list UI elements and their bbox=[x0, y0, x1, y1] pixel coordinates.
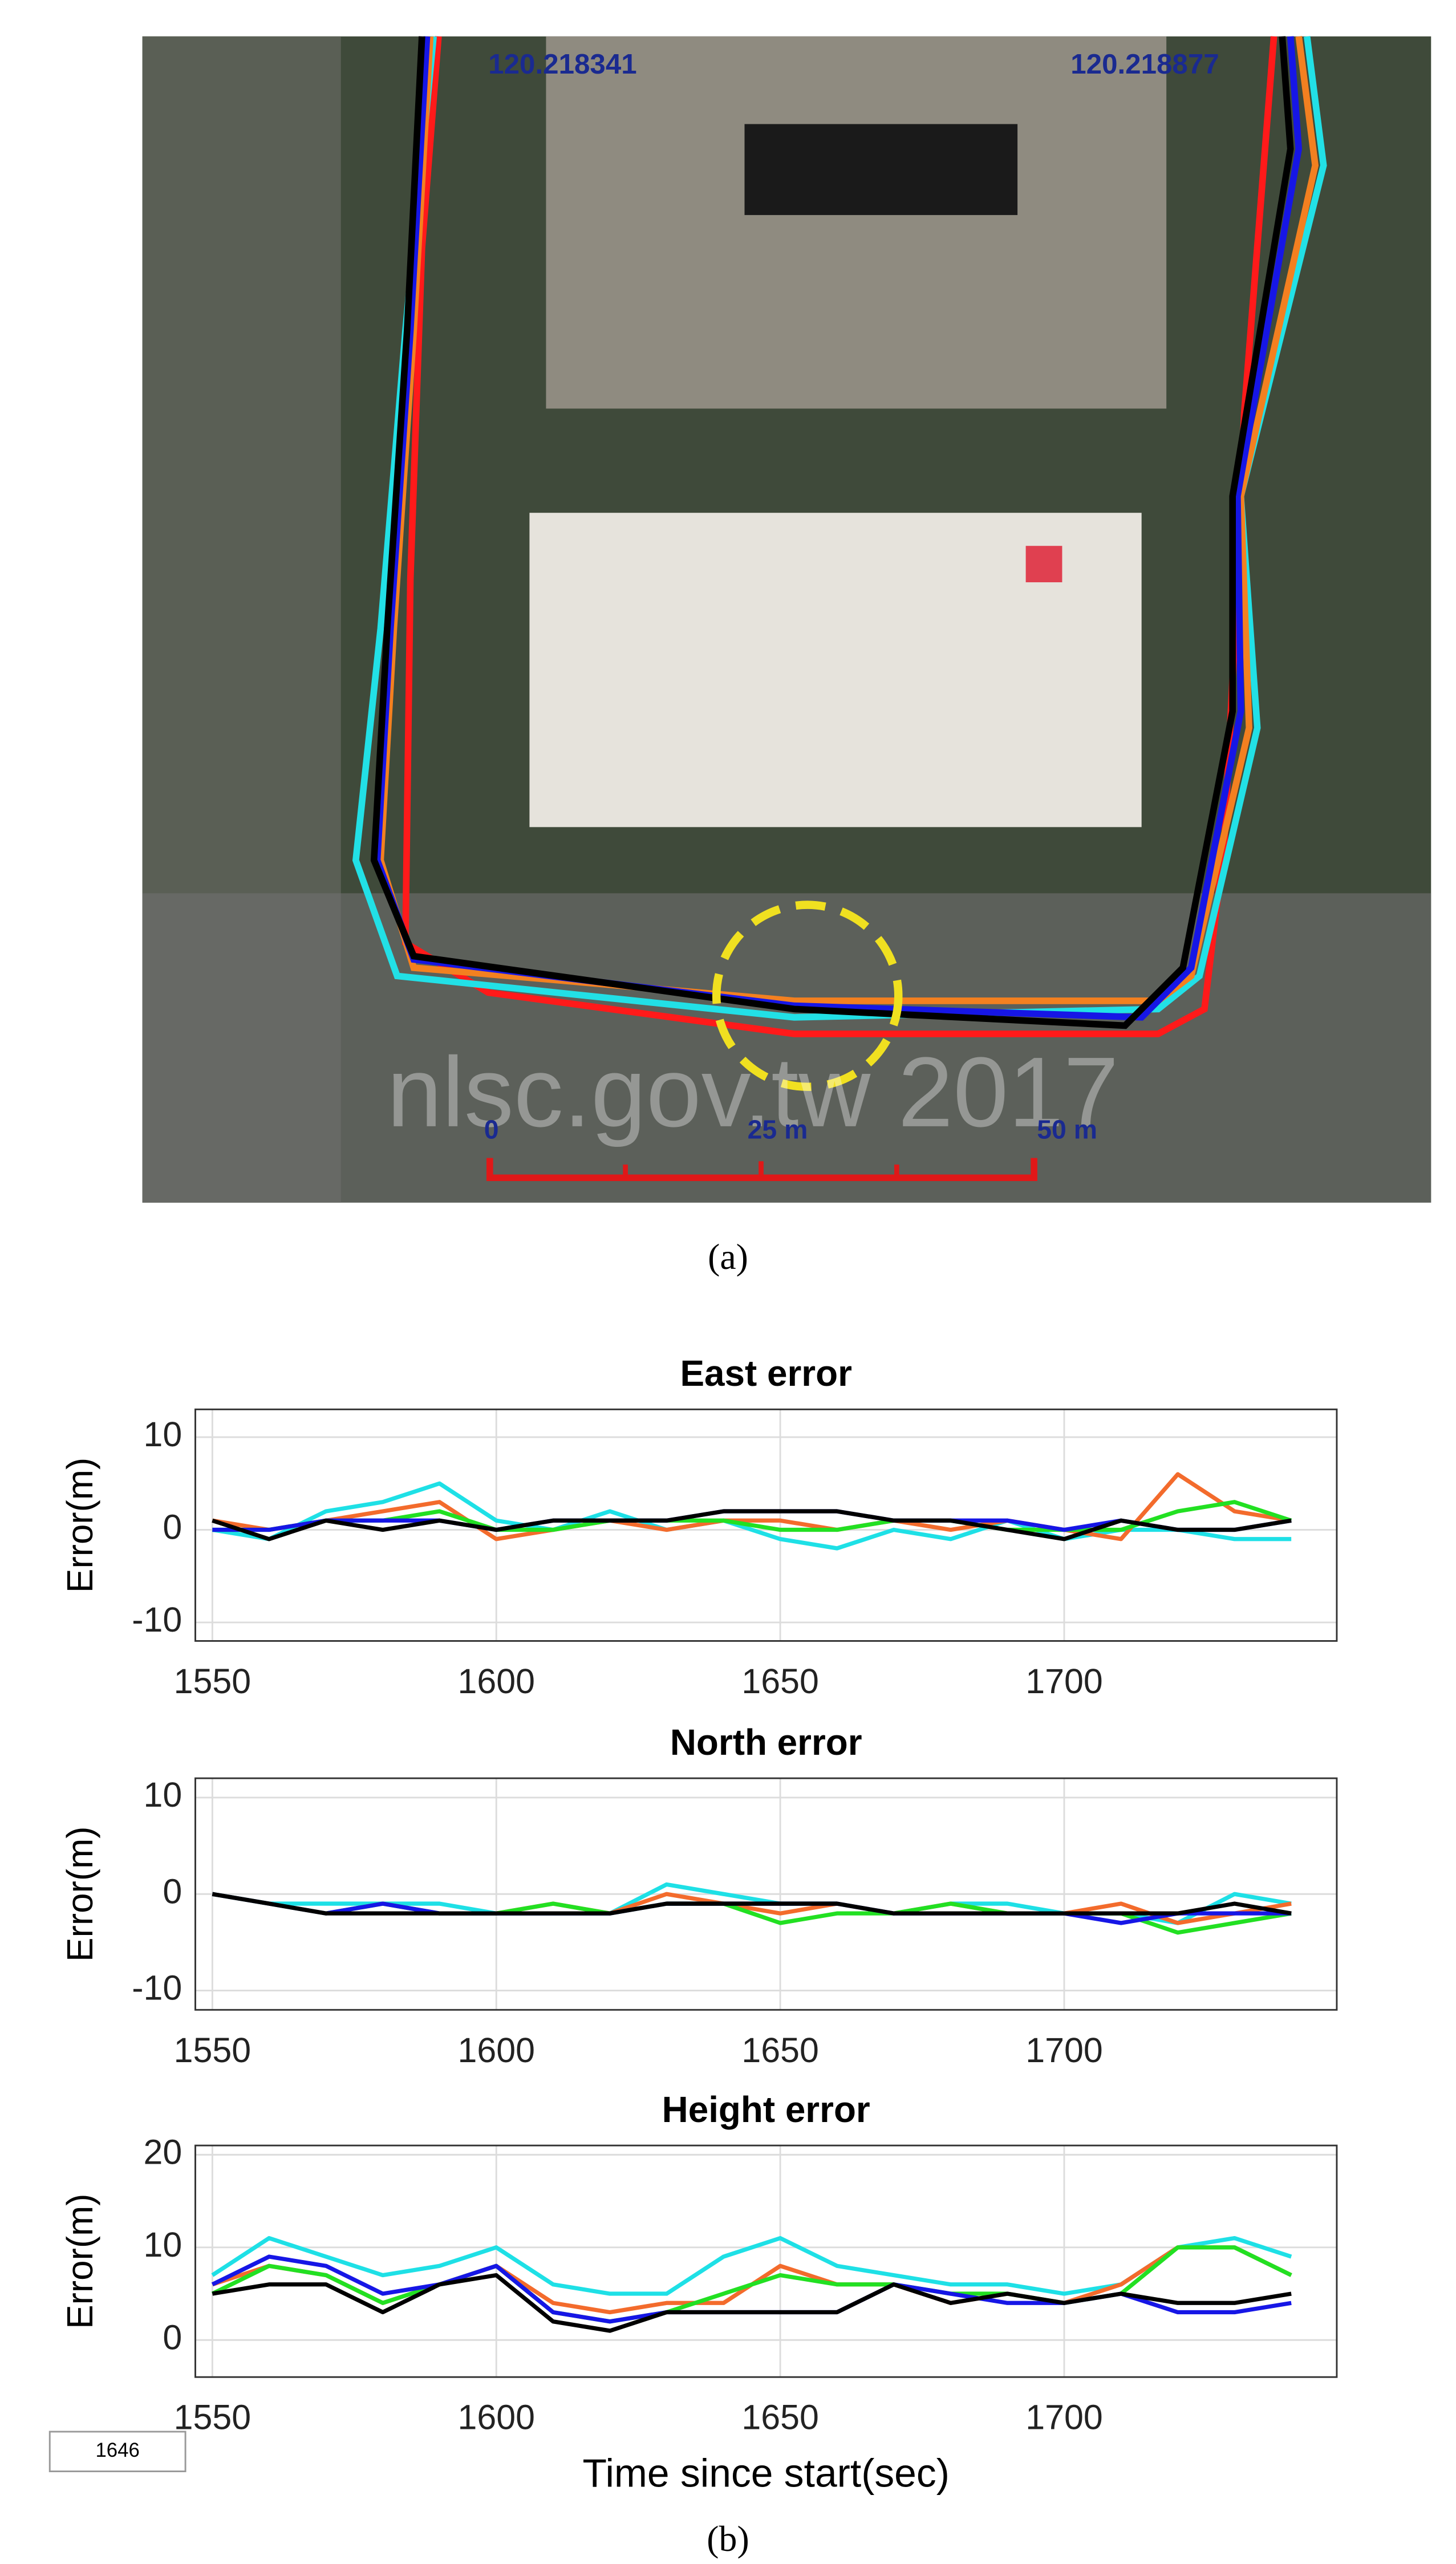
map-building bbox=[546, 36, 1167, 409]
track-black bbox=[370, 36, 1294, 1029]
axes-box bbox=[194, 1408, 1338, 1642]
map-roof-mark bbox=[1025, 546, 1062, 583]
x-tick-label: 1600 bbox=[457, 2031, 535, 2070]
y-axis-label: Error(m) bbox=[59, 2193, 100, 2328]
y-axis-label: Error(m) bbox=[59, 1827, 100, 1962]
y-tick-label: -10 bbox=[132, 1600, 182, 1639]
x-tick-label: 1650 bbox=[741, 2398, 819, 2437]
x-tick-label: 1600 bbox=[457, 1662, 535, 1701]
scale-label: 0 bbox=[484, 1114, 499, 1144]
chart-title: Height error bbox=[662, 2089, 870, 2130]
x-tick-label: 1700 bbox=[1025, 2031, 1103, 2070]
y-tick-label: 10 bbox=[144, 1775, 182, 1814]
series-line bbox=[212, 2273, 1292, 2333]
lon-label: 120.218877 bbox=[1070, 48, 1219, 80]
caption: (a) bbox=[708, 1236, 748, 1277]
y-tick-label: 0 bbox=[163, 1508, 182, 1547]
chart-title: East error bbox=[680, 1353, 852, 1394]
x-tick-label: 1550 bbox=[174, 2031, 252, 2070]
page-box bbox=[48, 2431, 186, 2473]
map-road bbox=[142, 893, 1431, 1203]
axes-box bbox=[194, 2144, 1338, 2378]
x-tick-label: 1550 bbox=[174, 1662, 252, 1701]
y-tick-label: 0 bbox=[163, 1872, 182, 1910]
y-tick-label: 0 bbox=[163, 2318, 182, 2356]
scale-label: 25 m bbox=[748, 1114, 808, 1144]
x-tick-label: 1650 bbox=[741, 1662, 819, 1701]
y-tick-label: 20 bbox=[144, 2132, 182, 2171]
series-line bbox=[212, 1509, 1292, 1541]
y-tick-label: 10 bbox=[144, 2225, 182, 2264]
map-panel: 120.218341 120.218877 nlsc.gov.tw 2017 0… bbox=[142, 36, 1431, 1203]
x-tick-label: 1550 bbox=[174, 2398, 252, 2437]
x-tick-label: 1600 bbox=[457, 2398, 535, 2437]
watermark: nlsc.gov.tw 2017 bbox=[387, 1036, 1118, 1147]
x-axis-label: Time since start(sec) bbox=[583, 2451, 950, 2496]
lon-label: 120.218341 bbox=[488, 48, 636, 80]
plot-area bbox=[195, 2145, 1337, 2378]
x-tick-label: 1700 bbox=[1025, 2398, 1103, 2437]
x-tick-label: 1700 bbox=[1025, 1662, 1103, 1701]
axes-box bbox=[194, 1777, 1338, 2011]
y-tick-label: 10 bbox=[144, 1415, 182, 1454]
scale-label: 50 m bbox=[1037, 1114, 1097, 1144]
highlight-circle bbox=[712, 900, 903, 1091]
series-line bbox=[212, 1892, 1292, 1916]
map-courtyard bbox=[744, 124, 1018, 216]
series-line bbox=[212, 1472, 1292, 1541]
chart-title: North error bbox=[670, 1722, 862, 1763]
caption: (b) bbox=[707, 2518, 749, 2559]
y-tick-label: -10 bbox=[132, 1969, 182, 2007]
page-number: 1646 bbox=[95, 2439, 139, 2461]
x-tick-label: 1650 bbox=[741, 2031, 819, 2070]
y-axis-label: Error(m) bbox=[59, 1458, 100, 1593]
